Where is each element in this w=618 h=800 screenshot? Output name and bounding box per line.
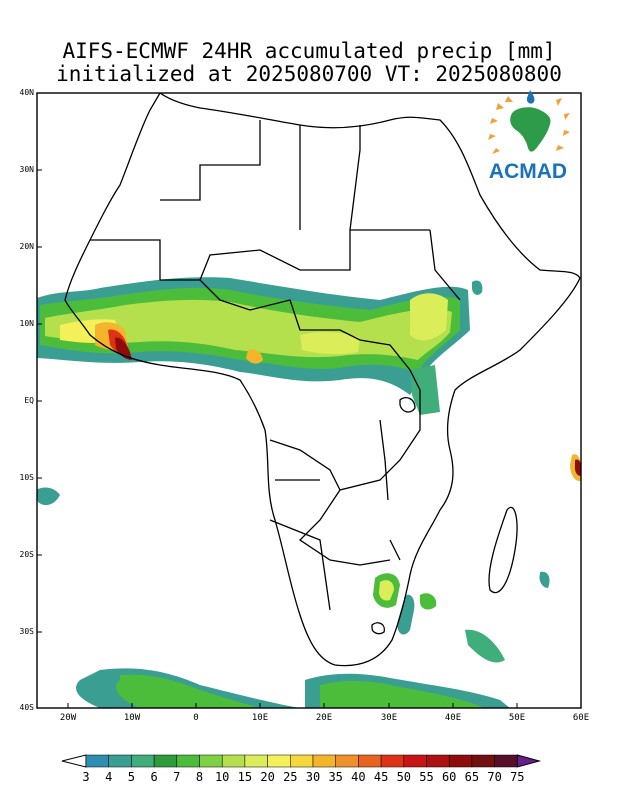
precip-southeast-africa	[373, 454, 581, 663]
colorbar-label: 50	[396, 770, 412, 784]
colorbar-label: 10	[214, 770, 230, 784]
colorbar-label: 35	[328, 770, 343, 784]
lat-label: 40N	[19, 88, 34, 97]
colorbar-swatch	[85, 754, 109, 768]
colorbar-swatch	[108, 754, 132, 768]
lon-label: 20E	[315, 713, 333, 723]
colorbar-swatch	[312, 754, 336, 768]
lon-label: 40E	[444, 713, 462, 723]
colorbar-label: 65	[464, 770, 480, 784]
colorbar-label: 4	[105, 770, 113, 784]
colorbar-label: 6	[150, 770, 158, 784]
lat-label: 10S	[19, 473, 34, 482]
colorbar-label: 15	[237, 770, 253, 784]
colorbar-label: 45	[373, 770, 389, 784]
lat-label: 20S	[19, 550, 34, 559]
lon-label: 10E	[251, 713, 269, 723]
colorbar-swatch	[448, 754, 473, 768]
colorbar-swatch	[380, 754, 405, 768]
colorbar-swatch	[358, 754, 382, 768]
colorbar-swatch	[131, 754, 155, 768]
colorbar-label: 70	[487, 770, 502, 784]
colorbar-swatch	[290, 754, 314, 768]
lat-label: 30N	[19, 165, 34, 174]
colorbar-swatch	[335, 754, 359, 768]
colorbar-min-arrow	[61, 754, 87, 768]
lat-label: 10N	[19, 319, 34, 328]
colorbar-swatch	[199, 754, 223, 768]
lon-label: 0	[193, 713, 199, 723]
lat-label: 30S	[19, 627, 34, 636]
map-title-line-1: AIFS-ECMWF 24HR accumulated precip [mm]	[62, 39, 556, 63]
colorbar-swatch	[176, 754, 200, 768]
colorbar-swatch	[471, 754, 495, 768]
colorbar-label: 3	[82, 770, 90, 784]
colorbar-label: 40	[351, 770, 366, 784]
colorbar-label: 55	[419, 770, 434, 784]
logo-text: ACMAD	[488, 160, 568, 183]
lat-label: EQ	[24, 396, 34, 405]
colorbar-swatch	[244, 754, 268, 768]
colorbar-label: 5	[127, 770, 135, 784]
lon-label: 30E	[380, 713, 398, 723]
colorbar	[61, 754, 542, 768]
map-title-line-2: initialized at 2025080700 VT: 2025080800	[56, 62, 562, 86]
lon-label: 50E	[508, 713, 526, 723]
africa-logo-icon	[488, 90, 570, 154]
precip-southern-ocean	[37, 487, 510, 708]
colorbar-swatch	[494, 754, 518, 768]
acmad-logo: ACMAD	[478, 88, 578, 188]
lon-label: 20W	[59, 713, 77, 723]
colorbar-label: 8	[195, 770, 204, 784]
colorbar-max-arrow	[516, 754, 542, 768]
precip-band-west-africa	[37, 277, 483, 415]
colorbar-swatch	[426, 754, 450, 768]
colorbar-label: 7	[173, 770, 181, 784]
colorbar-swatch	[403, 754, 427, 768]
lon-label: 10W	[123, 713, 141, 723]
lat-label: 40S	[19, 703, 34, 712]
colorbar-label: 60	[441, 770, 457, 784]
colorbar-label: 75	[510, 770, 525, 784]
colorbar-swatch	[153, 754, 178, 768]
colorbar-swatch	[221, 754, 246, 768]
lon-label: 60E	[572, 713, 590, 723]
axis-ticks	[37, 92, 582, 708]
lat-label: 20N	[19, 242, 34, 251]
coastlines	[64, 93, 581, 667]
colorbar-swatch	[267, 754, 291, 768]
colorbar-label: 25	[283, 770, 298, 784]
colorbar-label: 30	[305, 770, 321, 784]
colorbar-label: 20	[260, 770, 275, 784]
